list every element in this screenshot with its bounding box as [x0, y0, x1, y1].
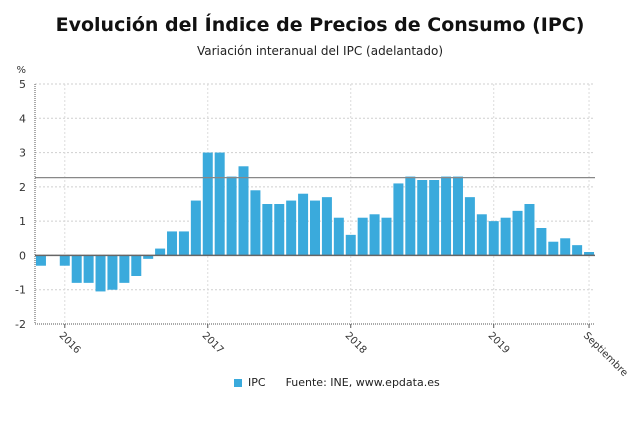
bar-2018-02	[357, 217, 368, 256]
legend-swatch-ipc	[234, 378, 242, 387]
x-tick-label: 2019	[486, 330, 512, 356]
bar-2018-11	[464, 197, 475, 256]
bar-2016-05	[107, 255, 118, 290]
bar-2018-12	[476, 214, 487, 256]
bar-2017-03	[226, 176, 237, 256]
bar-2019-07	[560, 238, 571, 256]
x-tick-label: Septiembre	[581, 330, 630, 379]
bar-2018-06	[405, 176, 416, 256]
bar-2017-07	[274, 204, 285, 256]
bar-2017-05	[250, 190, 261, 256]
x-tick-label: 2018	[343, 330, 369, 356]
bar-2017-08	[286, 200, 297, 256]
bar-2016-07	[131, 255, 142, 276]
bar-2016-03	[83, 255, 94, 283]
bar-2017-11	[321, 197, 332, 256]
bar-2016-11	[178, 231, 189, 256]
bar-2019-02	[500, 217, 511, 256]
y-tick-label: 3	[19, 147, 26, 160]
bar-2018-10	[452, 176, 463, 256]
chart-title: Evolución del Índice de Precios de Consu…	[55, 14, 585, 36]
bar-2019-01	[488, 221, 499, 256]
bar-2016-01	[59, 255, 70, 266]
y-tick-label: 1	[19, 215, 26, 228]
bar-2018-05	[393, 183, 404, 256]
bar-2017-01	[202, 152, 213, 256]
y-tick-label: -1	[15, 284, 26, 297]
bar-2016-10	[167, 231, 178, 256]
bar-2016-02	[71, 255, 82, 283]
x-tick-label: 2017	[200, 330, 226, 356]
bar-2018-03	[369, 214, 380, 256]
bar-2016-06	[119, 255, 130, 283]
bar-2019-04	[524, 204, 535, 256]
bar-2016-09	[155, 248, 166, 256]
bar-2019-06	[548, 241, 559, 256]
bar-2019-05	[536, 228, 547, 256]
y-axis-label: %	[16, 65, 26, 76]
bar-2018-07	[417, 180, 428, 256]
y-tick-label: 5	[19, 78, 26, 91]
bar-2017-12	[333, 217, 344, 256]
bar-2017-09	[298, 193, 309, 256]
bar-2019-03	[512, 210, 523, 256]
legend-label-ipc: IPC	[248, 376, 266, 389]
chart-subtitle: Variación interanual del IPC (adelantado…	[196, 44, 444, 58]
bar-2018-04	[381, 217, 392, 256]
bar-2016-12	[190, 200, 201, 256]
x-tick-label: 2016	[57, 330, 83, 356]
bar-2017-06	[262, 204, 273, 256]
bar-2018-01	[345, 234, 356, 256]
bar-2018-09	[441, 176, 452, 256]
bar-2016-04	[95, 255, 106, 292]
y-tick-label: 0	[19, 249, 26, 262]
bar-2018-08	[429, 180, 440, 256]
bar-2019-09	[584, 252, 595, 256]
y-tick-label: 4	[19, 112, 26, 125]
bar-2016-08	[143, 255, 154, 259]
bar-2019-08	[572, 245, 583, 256]
bar-2017-04	[238, 166, 249, 256]
bar-2017-02	[214, 152, 225, 256]
legend: IPC Fuente: INE, www.epdata.es	[234, 376, 440, 389]
bar-2017-10	[310, 200, 320, 256]
source-text: Fuente: INE, www.epdata.es	[285, 376, 440, 389]
y-tick-label: 2	[19, 181, 26, 194]
bar-2015-11	[35, 255, 46, 266]
y-tick-label: -2	[15, 318, 26, 331]
